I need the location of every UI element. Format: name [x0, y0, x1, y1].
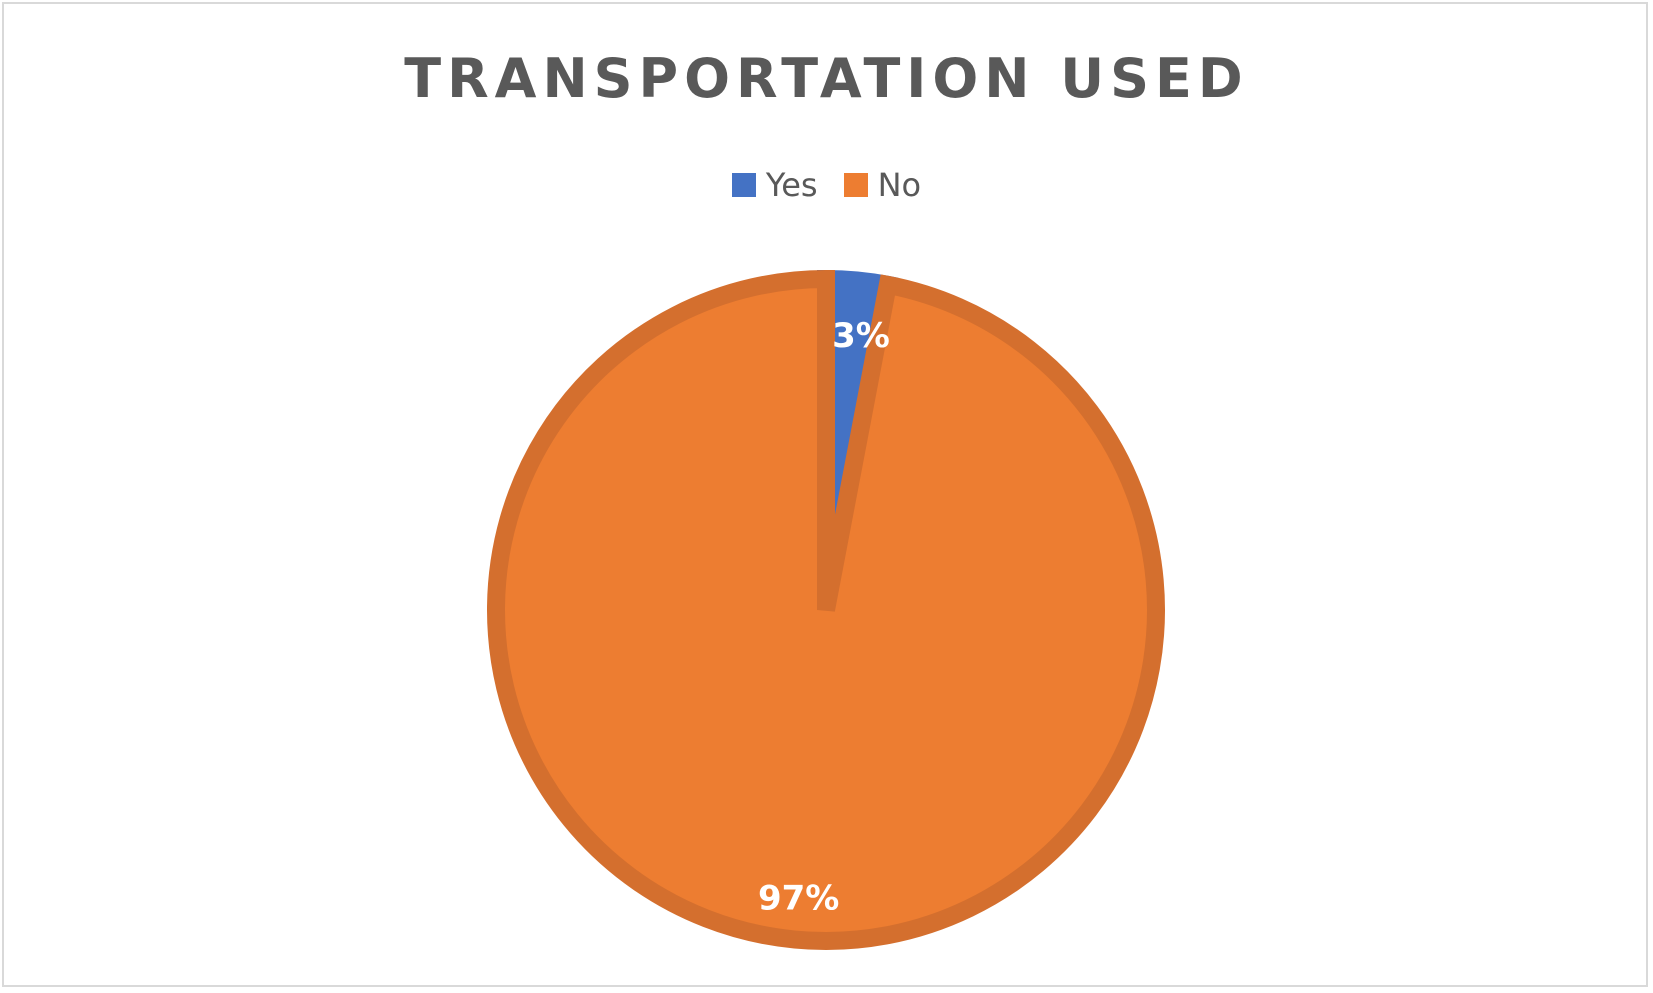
legend-swatch-yes [731, 173, 756, 197]
legend-item-no: No [843, 166, 922, 204]
legend-label-no: No [877, 166, 922, 204]
chart-legend: Yes No [0, 166, 1653, 204]
legend-label-yes: Yes [765, 166, 818, 204]
pie-slice-no [487, 269, 1165, 950]
chart-title: TRANSPORTATION USED [404, 47, 1249, 110]
data-label-yes: 3% [832, 316, 890, 356]
pie-slices [487, 269, 1165, 950]
legend-item-yes: Yes [731, 166, 818, 204]
legend-swatch-no [843, 173, 868, 197]
data-label-no: 97% [758, 878, 839, 918]
pie-labels: 3% 97% [758, 316, 890, 919]
